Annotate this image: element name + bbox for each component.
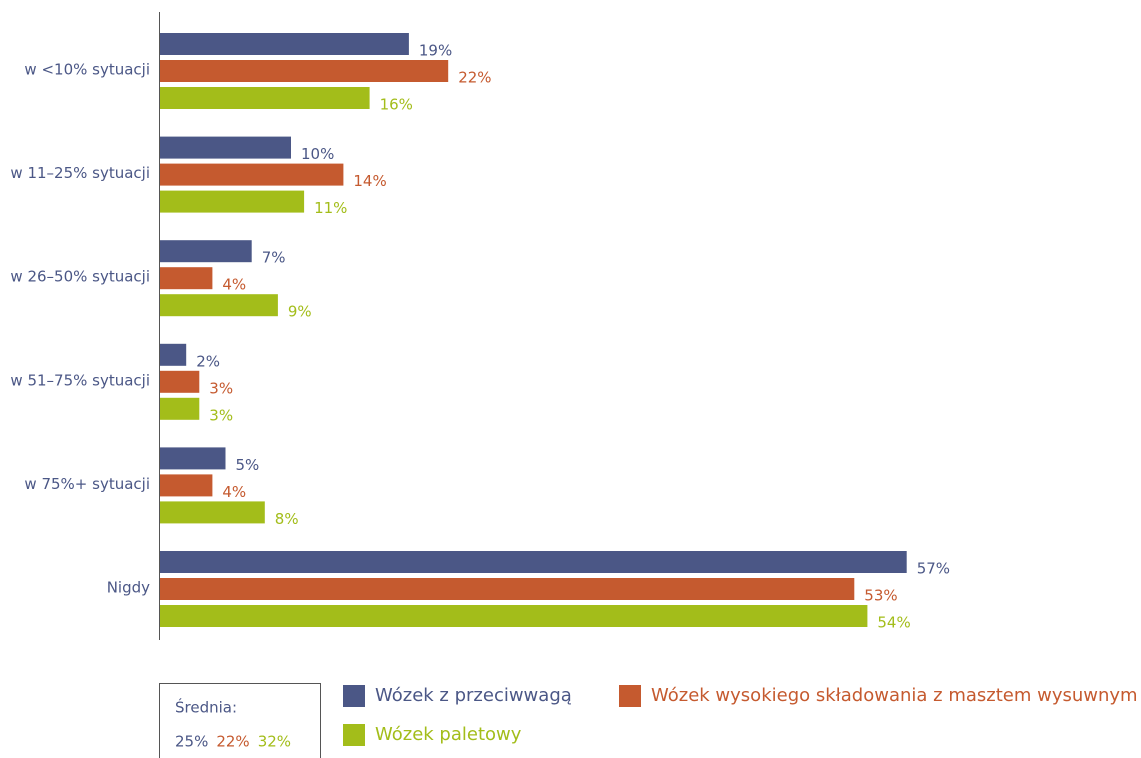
value-label: 4% [222,276,246,294]
value-label: 9% [288,303,312,321]
value-label: 53% [864,587,897,605]
average-box [159,683,321,758]
average-value: 25% [175,733,208,751]
average-value: 22% [216,733,249,751]
legend-label: Wózek paletowy [375,724,522,745]
bar [160,343,187,366]
value-label: 19% [419,42,452,60]
value-label: 22% [458,69,491,87]
legend-label: Wózek wysokiego składowania z masztem wy… [651,685,1138,706]
bar [160,267,213,290]
bar [160,190,305,213]
bar [160,87,370,109]
value-label: 8% [275,510,299,528]
bar [160,501,265,524]
value-label: 10% [301,145,334,163]
category-label: Nigdy [107,579,150,597]
value-label: 11% [314,199,347,217]
value-label: 54% [877,614,910,632]
legend-swatch [343,685,365,707]
category-label: w 75%+ sytuacji [24,475,150,493]
value-label: 57% [917,560,950,578]
bar [160,163,344,186]
category-label: w 11–25% sytuacji [10,164,150,182]
value-label: 3% [209,379,233,397]
value-label: 5% [236,456,260,474]
bar [160,370,200,393]
bar [160,397,200,420]
category-label: w 51–75% sytuacji [10,371,150,389]
value-label: 16% [380,96,413,114]
average-value: 32% [258,733,291,751]
bar [160,605,868,627]
value-label: 7% [262,249,286,267]
bar [160,447,226,470]
bar [160,136,291,159]
legend-swatch [343,724,365,746]
legend-swatch [619,685,641,707]
bar [160,294,278,317]
bar [160,33,409,55]
bar [160,578,855,600]
bar [160,551,907,573]
value-label: 3% [209,406,233,424]
category-label: w 26–50% sytuacji [10,268,150,286]
bar [160,474,213,497]
bar [160,60,449,82]
bar [160,240,252,263]
value-label: 4% [222,483,246,501]
value-label: 2% [196,352,220,370]
category-label: w <10% sytuacji [24,61,150,79]
value-label: 14% [353,172,386,190]
legend-label: Wózek z przeciwwagą [375,685,572,706]
average-label: Średnia: [175,698,237,717]
